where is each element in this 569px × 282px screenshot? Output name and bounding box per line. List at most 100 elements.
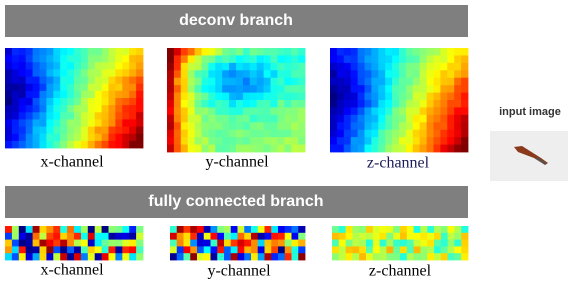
heat-cell xyxy=(271,63,278,71)
heat-cell xyxy=(60,55,67,63)
heat-cell xyxy=(26,91,33,99)
heat-cell xyxy=(174,107,181,115)
heat-cell xyxy=(243,107,250,115)
heat-cell xyxy=(461,226,468,233)
heat-cell xyxy=(40,141,47,149)
heat-cell xyxy=(81,141,88,149)
heat-cell xyxy=(109,240,116,247)
heat-cell xyxy=(129,55,136,63)
heat-cell xyxy=(167,130,174,138)
heat-cell xyxy=(358,70,365,78)
heat-cell xyxy=(271,93,278,101)
heat-cell xyxy=(167,70,174,78)
heat-cell xyxy=(385,137,392,145)
heat-cell xyxy=(40,240,47,247)
heat-cell xyxy=(366,240,373,247)
heat-cell xyxy=(5,84,12,92)
heat-cell xyxy=(222,145,229,153)
heat-cell xyxy=(46,84,53,92)
heat-cell xyxy=(40,226,47,233)
heat-cell xyxy=(102,91,109,99)
heat-cell xyxy=(109,77,116,85)
heat-cell xyxy=(337,78,344,86)
heat-cell xyxy=(67,226,74,233)
heat-cell xyxy=(231,246,238,253)
heat-cell xyxy=(33,240,40,247)
heat-cell xyxy=(46,98,53,106)
heat-cell xyxy=(184,246,191,253)
heat-cell xyxy=(371,122,378,130)
heat-cell xyxy=(109,62,116,70)
heat-cell xyxy=(392,100,399,108)
heat-cell xyxy=(102,98,109,106)
heat-cell xyxy=(330,55,337,63)
heat-cell xyxy=(434,145,441,153)
heat-cell xyxy=(181,55,188,63)
heat-cell xyxy=(109,48,116,56)
heat-cell xyxy=(365,48,372,56)
heat-cell xyxy=(251,226,258,233)
heat-cell xyxy=(365,78,372,86)
heat-cell xyxy=(195,137,202,145)
heat-cell xyxy=(115,77,122,85)
heat-cell xyxy=(53,246,60,253)
heat-cell xyxy=(365,85,372,93)
heat-cell xyxy=(33,246,40,253)
heat-cell xyxy=(26,119,33,127)
heat-cell xyxy=(5,48,12,56)
heat-cell xyxy=(291,85,298,93)
heat-cell xyxy=(129,246,136,253)
heat-cell xyxy=(102,233,109,240)
heat-cell xyxy=(284,130,291,138)
heat-cell xyxy=(53,112,60,120)
heat-cell xyxy=(229,115,236,123)
heat-cell xyxy=(386,240,393,247)
heat-cell xyxy=(461,233,468,240)
heat-cell xyxy=(413,55,420,63)
heat-cell xyxy=(365,122,372,130)
heat-cell xyxy=(330,130,337,138)
heat-cell xyxy=(291,130,298,138)
heat-cell xyxy=(413,145,420,153)
heat-cell xyxy=(461,70,468,78)
heat-cell xyxy=(264,70,271,78)
heat-cell xyxy=(136,141,143,149)
heat-cell xyxy=(365,107,372,115)
heat-cell xyxy=(5,127,12,135)
heat-cell xyxy=(461,130,468,138)
heat-cell xyxy=(392,145,399,153)
heat-cell xyxy=(215,70,222,78)
heat-cell xyxy=(40,127,47,135)
heat-cell xyxy=(95,69,102,77)
heat-cell xyxy=(224,253,231,260)
heat-cell xyxy=(88,141,95,149)
heat-cell xyxy=(236,93,243,101)
heat-cell xyxy=(257,130,264,138)
heat-cell xyxy=(26,77,33,85)
heat-cell xyxy=(291,100,298,108)
heat-cell xyxy=(454,233,461,240)
heat-cell xyxy=(399,107,406,115)
heat-cell xyxy=(67,253,74,260)
heat-cell xyxy=(264,122,271,130)
heat-cell xyxy=(378,93,385,101)
heat-cell xyxy=(26,62,33,70)
heat-cell xyxy=(33,69,40,77)
heat-cell xyxy=(371,145,378,153)
heat-cell xyxy=(5,98,12,106)
heat-cell xyxy=(115,246,122,253)
heat-cell xyxy=(5,134,12,142)
heat-cell xyxy=(5,141,12,149)
heat-cell xyxy=(284,122,291,130)
heat-cell xyxy=(257,115,264,123)
heat-cell xyxy=(60,240,67,247)
heat-cell xyxy=(222,93,229,101)
heat-cell xyxy=(406,107,413,115)
heat-cell xyxy=(95,233,102,240)
heat-cell xyxy=(12,233,19,240)
heat-cell xyxy=(67,48,74,56)
heat-cell xyxy=(26,69,33,77)
heat-cell xyxy=(81,134,88,142)
heat-cell xyxy=(358,85,365,93)
heat-cell xyxy=(109,55,116,63)
